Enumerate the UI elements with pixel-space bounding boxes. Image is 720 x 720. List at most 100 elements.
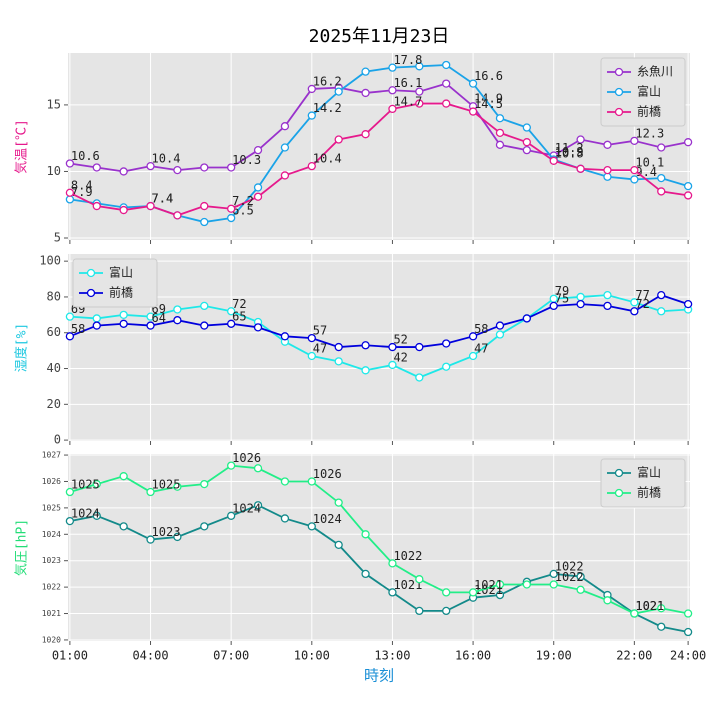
series-line xyxy=(69,294,689,348)
data-point xyxy=(576,299,585,309)
data-point xyxy=(65,159,75,168)
data-label: 6.5 xyxy=(232,204,254,218)
data-label: 47 xyxy=(474,342,488,356)
data-point xyxy=(361,341,370,350)
data-label: 1021 xyxy=(474,578,503,592)
data-point xyxy=(334,357,343,366)
data-point xyxy=(576,135,585,144)
x-tick-label: 04:00 xyxy=(132,649,168,663)
data-point xyxy=(253,146,263,155)
data-point xyxy=(253,501,263,510)
data-point xyxy=(468,588,478,597)
data-point xyxy=(146,487,155,497)
data-point xyxy=(388,342,397,352)
data-label: 72 xyxy=(635,297,649,311)
data-point xyxy=(683,138,693,147)
data-point xyxy=(388,588,397,597)
y-axis-label: 気温[℃] xyxy=(14,119,30,174)
data-label: 1026 xyxy=(313,467,342,481)
data-point xyxy=(683,299,693,309)
data-point xyxy=(549,156,558,165)
data-point xyxy=(200,217,209,227)
data-point xyxy=(415,575,424,584)
legend-label: 糸魚川 xyxy=(637,65,673,79)
data-point xyxy=(65,487,75,497)
legend-label: 前橋 xyxy=(637,104,661,119)
data-point xyxy=(657,604,666,613)
data-point xyxy=(522,146,531,155)
data-label: 16.1 xyxy=(393,76,422,90)
data-point xyxy=(415,99,424,108)
data-point xyxy=(657,173,666,183)
data-point xyxy=(415,342,424,352)
x-tick-label: 24:00 xyxy=(670,649,706,663)
y-tick-label: 1024 xyxy=(42,530,61,539)
data-point xyxy=(200,163,209,172)
data-point xyxy=(495,128,505,138)
data-point xyxy=(361,569,370,579)
y-tick-label: 1026 xyxy=(42,477,61,486)
data-label: 77 xyxy=(635,288,649,302)
data-point xyxy=(495,114,505,123)
data-point xyxy=(657,622,666,631)
data-point xyxy=(361,88,370,98)
data-point xyxy=(442,60,451,70)
legend-marker xyxy=(86,288,96,298)
data-label: 79 xyxy=(555,284,569,298)
legend-marker xyxy=(614,488,624,498)
data-label: 10.3 xyxy=(232,153,261,167)
data-point xyxy=(415,373,424,382)
legend-label: 前橋 xyxy=(109,285,133,300)
data-point xyxy=(576,292,585,302)
y-axis-label: 気圧[hP] xyxy=(14,519,30,576)
y-tick-label: 15 xyxy=(47,97,61,111)
data-point xyxy=(495,140,505,149)
data-point xyxy=(468,351,478,361)
y-tick-label: 5 xyxy=(54,231,61,245)
data-point xyxy=(549,569,558,579)
legend-label: 富山 xyxy=(637,465,661,480)
data-point xyxy=(630,307,639,316)
data-point xyxy=(253,464,263,473)
data-point xyxy=(280,477,290,486)
data-point xyxy=(415,606,424,616)
data-point xyxy=(361,366,370,375)
data-point xyxy=(442,606,451,616)
data-point xyxy=(657,143,666,152)
data-point xyxy=(227,204,236,213)
data-label: 1021 xyxy=(635,599,664,613)
series-line xyxy=(69,82,689,173)
y-tick-label: 40 xyxy=(47,361,61,375)
data-point xyxy=(65,332,75,341)
data-point xyxy=(227,307,236,316)
data-point xyxy=(522,314,531,323)
data-point xyxy=(65,312,75,321)
series-line xyxy=(69,464,689,615)
x-tick-label: 10:00 xyxy=(294,649,330,663)
data-label: 64 xyxy=(152,311,166,325)
data-point xyxy=(200,301,209,311)
data-point xyxy=(683,181,693,191)
data-point xyxy=(227,511,236,520)
data-point xyxy=(495,321,505,330)
data-point xyxy=(119,205,128,215)
y-tick-label: 1021 xyxy=(42,609,61,618)
data-point xyxy=(630,609,639,618)
data-point xyxy=(495,590,505,600)
data-label: 10.1 xyxy=(635,156,664,170)
data-point xyxy=(307,111,316,120)
legend-marker xyxy=(614,67,624,77)
data-point xyxy=(200,321,209,330)
data-point xyxy=(657,187,666,196)
data-point xyxy=(522,580,531,589)
data-label: 10.6 xyxy=(71,149,100,163)
data-point xyxy=(603,596,612,605)
data-label: 65 xyxy=(232,309,246,323)
data-label: 47 xyxy=(313,342,327,356)
data-point xyxy=(92,479,101,489)
data-label: 52 xyxy=(393,333,407,347)
data-point xyxy=(468,107,478,116)
data-point xyxy=(388,86,397,95)
data-point xyxy=(334,135,343,144)
